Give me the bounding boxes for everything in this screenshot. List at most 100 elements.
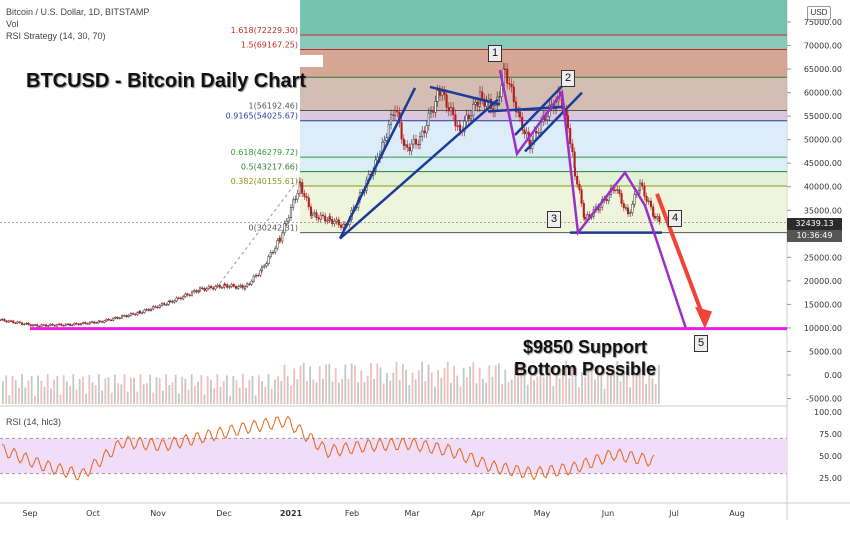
candle-body — [303, 193, 306, 197]
candle-body — [443, 91, 446, 96]
candle-body — [107, 318, 110, 321]
wave-label-3: 3 — [547, 211, 561, 228]
candle-body — [265, 263, 268, 267]
candle-body — [417, 143, 420, 146]
volume-bar — [309, 366, 311, 404]
candle-body — [259, 270, 262, 276]
strategy-indicator-label[interactable]: RSI Strategy (14, 30, 70) — [6, 31, 106, 41]
candle-body — [95, 322, 98, 324]
volume-bar — [616, 361, 619, 404]
candle-body — [55, 324, 59, 327]
volume-bar — [334, 368, 337, 404]
candle-body — [156, 306, 159, 308]
symbol-title[interactable]: Bitcoin / U.S. Dollar, 1D, BITSTAMP — [6, 7, 150, 17]
candle-body — [393, 110, 397, 116]
volume-bar — [235, 380, 238, 404]
volume-bar — [600, 372, 603, 404]
candle-body — [427, 112, 430, 126]
volume-bar — [40, 380, 43, 404]
candle-body — [629, 212, 632, 215]
volume-bar — [546, 364, 548, 404]
candle-body — [643, 185, 646, 197]
candle-body — [278, 237, 282, 242]
volume-bar — [658, 364, 660, 404]
candle-body — [40, 324, 43, 327]
volume-bar — [590, 360, 593, 404]
candle-body — [269, 252, 272, 257]
candle-body — [64, 323, 67, 326]
price-tick-label: 45000.00 — [804, 159, 842, 168]
candle-body — [218, 284, 221, 288]
volume-bar — [133, 377, 135, 404]
volume-bar — [363, 382, 366, 404]
candle-body — [618, 189, 621, 194]
volume-bar — [216, 374, 219, 404]
candle-body — [506, 68, 509, 84]
rsi-band — [0, 438, 787, 474]
candle-body — [195, 290, 198, 293]
candle-body — [14, 322, 17, 324]
candle-body — [517, 111, 520, 113]
volume-bar — [440, 378, 443, 404]
volume-bar — [158, 378, 161, 404]
volume-bar — [635, 375, 638, 404]
fib-band-1.5 — [300, 49, 787, 78]
candle-body — [476, 101, 479, 107]
candle-body — [472, 103, 475, 117]
volume-bar — [443, 368, 446, 404]
volume-bar — [379, 367, 382, 404]
candle-body — [205, 288, 208, 291]
projection-dashed-line — [219, 177, 301, 284]
candle-body — [598, 206, 602, 211]
candle-body — [432, 111, 435, 113]
volume-bar — [341, 378, 343, 404]
candle-body — [331, 219, 334, 225]
rsi-indicator-label[interactable]: RSI (14, hlc3) — [6, 417, 62, 427]
price-tick-label: 5000.00 — [809, 347, 842, 356]
volume-bar — [34, 395, 36, 404]
volume-bar — [555, 374, 558, 404]
volume-bar — [456, 375, 459, 404]
volume-bar — [75, 389, 78, 404]
volume-bar — [478, 367, 481, 404]
volume-bar — [245, 387, 247, 404]
wave-label-2: 2 — [561, 70, 575, 87]
candle-body — [383, 140, 386, 143]
candle-body — [152, 306, 155, 310]
volume-bar — [408, 384, 411, 404]
time-tick-label: May — [534, 509, 551, 518]
time-tick-label: Jul — [668, 509, 679, 518]
volume-bar — [283, 364, 286, 404]
candle-body — [223, 284, 227, 286]
candle-body — [175, 297, 178, 302]
volume-bar — [56, 376, 59, 404]
price-tick-label: -5000.00 — [806, 395, 842, 404]
candle-body — [12, 320, 15, 324]
volume-bar — [274, 379, 276, 404]
volume-bar — [21, 374, 23, 404]
volume-bar — [434, 386, 436, 404]
volume-indicator-label[interactable]: Vol — [6, 19, 19, 29]
candle-body — [294, 198, 297, 201]
candle-body — [456, 125, 459, 128]
volume-bar — [488, 365, 491, 404]
volume-bar — [648, 368, 651, 404]
volume-bar — [184, 378, 187, 404]
volume-bar — [18, 387, 20, 404]
candle-body — [328, 216, 332, 220]
volume-bar — [50, 388, 52, 404]
price-tick-label: 15000.00 — [804, 300, 842, 309]
volume-bar — [136, 391, 139, 404]
candle-body — [498, 96, 501, 98]
candle-body — [82, 322, 85, 324]
volume-bar — [267, 374, 270, 404]
candle-body — [326, 219, 329, 222]
candle-body — [503, 68, 507, 70]
trendline-c — [429, 85, 501, 106]
candle-body — [626, 207, 630, 215]
currency-badge[interactable]: USD — [807, 6, 831, 20]
candle-body — [645, 195, 648, 202]
time-tick-label: Dec — [216, 509, 231, 518]
volume-bar — [427, 364, 430, 404]
trendline-e — [514, 82, 566, 136]
